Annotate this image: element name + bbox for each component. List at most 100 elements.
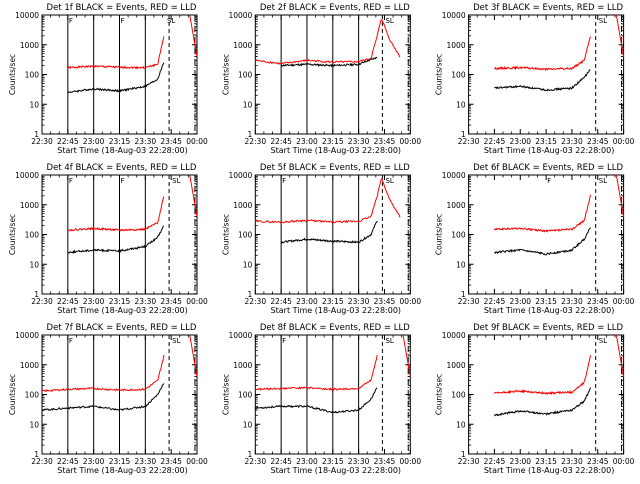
- event-marker-label: SL: [599, 177, 607, 185]
- x-tick-label: 22:45: [484, 457, 506, 466]
- x-tick-label: 22:30: [244, 297, 266, 306]
- y-tick-label: 1000: [447, 361, 466, 370]
- panel-det-3: Det 3f BLACK = Events, RED = LLD 1 10 100 10…: [435, 3, 635, 155]
- x-tick-label: 23:15: [322, 297, 344, 306]
- x-tick-label: 23:30: [561, 457, 583, 466]
- x-tick-label: 23:15: [109, 297, 131, 306]
- x-tick-label: 22:45: [270, 297, 292, 306]
- x-axis-label: Start Time (18-Aug-03 22:28:00): [271, 306, 402, 315]
- y-tick-label: 100: [238, 71, 253, 80]
- y-tick-label: 10000: [442, 331, 466, 340]
- panel-title: Det 3f BLACK = Events, RED = LLD: [473, 3, 623, 13]
- lld-series-line: [189, 334, 198, 377]
- x-tick-label: 23:30: [348, 137, 370, 146]
- event-marker-label: F: [69, 337, 73, 345]
- y-tick-label: 10: [456, 260, 466, 269]
- x-tick-label: 00:00: [186, 137, 208, 146]
- y-tick-label: 1: [461, 130, 466, 139]
- y-tick-label: 10: [243, 260, 253, 269]
- x-tick-label: 23:00: [83, 137, 105, 146]
- x-tick-label: 23:15: [109, 137, 131, 146]
- y-tick-label: 10000: [15, 171, 39, 180]
- x-tick-label: 00:00: [186, 457, 208, 466]
- y-axis-label: Counts/sec: [435, 374, 444, 415]
- y-tick-label: 10000: [228, 11, 252, 20]
- panel-title: Det 6f BLACK = Events, RED = LLD: [473, 163, 623, 173]
- x-tick-label: 22:30: [244, 457, 266, 466]
- events-series-line: [494, 227, 591, 256]
- x-tick-label: 23:00: [296, 457, 318, 466]
- event-marker-label: SL: [385, 177, 393, 185]
- panel-title: Det 5f BLACK = Events, RED = LLD: [260, 163, 410, 173]
- y-tick-label: 10: [29, 420, 39, 429]
- event-marker-label: F: [121, 177, 125, 185]
- panel-det-5: Det 5f BLACK = Events, RED = LLD 1 10 100 10…: [221, 163, 421, 315]
- lld-series-line: [255, 177, 401, 224]
- lld-series-line: [615, 174, 625, 217]
- x-tick-label: 23:30: [561, 137, 583, 146]
- lld-series-line: [41, 354, 165, 393]
- y-tick-label: 10000: [15, 11, 39, 20]
- event-marker-label: SL: [385, 17, 393, 25]
- event-marker-label: F: [282, 177, 286, 185]
- x-tick-label: 23:00: [83, 457, 105, 466]
- x-tick-label: 22:45: [484, 137, 506, 146]
- x-tick-label: 00:00: [186, 297, 208, 306]
- panel-det-2: Det 2f BLACK = Events, RED = LLD 1 10 100 10…: [221, 3, 421, 155]
- lld-series-line: [493, 355, 591, 396]
- event-marker-label: SL: [172, 177, 180, 185]
- event-marker-label: F: [121, 17, 125, 25]
- x-tick-label: 23:45: [374, 137, 396, 146]
- y-tick-label: 1000: [20, 41, 39, 50]
- x-tick-label: 00:00: [613, 457, 635, 466]
- x-tick-label: 22:45: [57, 297, 79, 306]
- x-tick-label: 22:30: [458, 297, 480, 306]
- plot-frame: [468, 14, 625, 135]
- events-series-line: [494, 69, 591, 92]
- events-series-line: [493, 387, 591, 417]
- x-tick-label: 22:30: [458, 137, 480, 146]
- x-tick-label: 23:45: [160, 137, 182, 146]
- y-tick-label: 1000: [233, 201, 252, 210]
- lld-series-line: [493, 194, 591, 233]
- lld-series-line: [67, 196, 165, 232]
- x-tick-label: 23:00: [509, 297, 531, 306]
- y-axis-label: Counts/sec: [221, 54, 230, 95]
- x-axis-label: Start Time (18-Aug-03 22:28:00): [57, 466, 188, 475]
- panel-title: Det 9f BLACK = Events, RED = LLD: [473, 323, 623, 333]
- lld-series-line: [189, 14, 198, 57]
- panel-det-9: Det 9f BLACK = Events, RED = LLD 1 10 100 10…: [435, 323, 635, 475]
- y-axis-label: Counts/sec: [8, 54, 17, 95]
- x-tick-label: 23:45: [374, 457, 396, 466]
- y-tick-label: 1: [34, 450, 39, 459]
- y-tick-label: 100: [25, 391, 40, 400]
- x-tick-label: 23:00: [83, 297, 105, 306]
- panel-det-6: Det 6f BLACK = Events, RED = LLD 1 10 100 10…: [435, 163, 635, 315]
- x-tick-label: 23:45: [587, 457, 609, 466]
- x-tick-label: 23:15: [535, 137, 557, 146]
- x-axis-label: Start Time (18-Aug-03 22:28:00): [484, 306, 614, 315]
- y-tick-label: 1: [461, 450, 466, 459]
- y-tick-label: 1000: [20, 361, 39, 370]
- plot-frame: [468, 334, 625, 455]
- event-marker-label: SL: [599, 337, 607, 345]
- x-tick-label: 23:45: [587, 297, 609, 306]
- y-tick-label: 10: [243, 100, 253, 109]
- x-tick-label: 00:00: [399, 137, 421, 146]
- y-tick-label: 10000: [228, 331, 252, 340]
- plot-frame: [468, 174, 625, 295]
- events-series-line: [280, 56, 378, 68]
- y-tick-label: 1: [248, 130, 253, 139]
- panel-title: Det 1f BLACK = Events, RED = LLD: [47, 3, 197, 13]
- x-tick-label: 23:30: [561, 297, 583, 306]
- event-marker-label: SL: [385, 337, 393, 345]
- event-marker-label: SL: [167, 17, 175, 25]
- y-tick-label: 1: [248, 290, 253, 299]
- y-tick-label: 10: [456, 100, 466, 109]
- y-tick-label: 1000: [233, 361, 252, 370]
- x-tick-label: 23:15: [322, 137, 344, 146]
- x-tick-label: 23:45: [160, 457, 182, 466]
- lld-series-line: [255, 355, 378, 392]
- x-axis-label: Start Time (18-Aug-03 22:28:00): [57, 306, 188, 315]
